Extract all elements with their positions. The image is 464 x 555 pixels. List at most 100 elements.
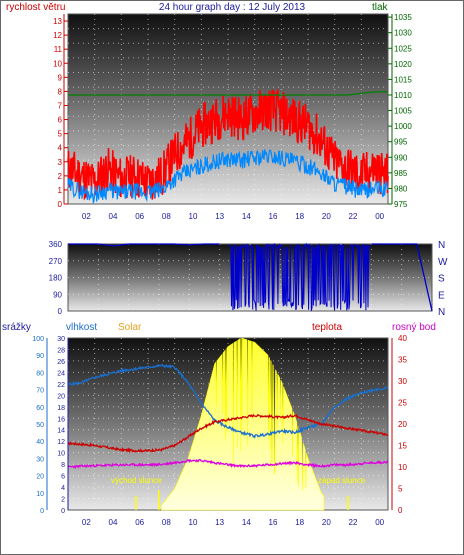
chart-title: 24 hour graph day : 12 July 2013 (159, 2, 306, 13)
x-axis-tick-label: 20 (322, 212, 331, 221)
direction-compass-label: E (438, 290, 445, 301)
x-axis-tick-label: 16 (269, 212, 278, 221)
temperature-axis-tick-label: 20 (398, 420, 407, 429)
pressure-axis-tick-label: 995 (394, 138, 408, 147)
sunrise-annotation: východ slunce (111, 476, 162, 485)
pressure-line (68, 91, 388, 96)
wind-average-line (67, 149, 389, 205)
x-axis-tick-label: 22 (349, 518, 358, 527)
wind-axis-tick-label: 4 (58, 144, 63, 153)
temperature-axis-tick-label: 15 (398, 442, 407, 451)
direction-compass-label: N (438, 307, 445, 318)
temperature-axis-tick-label: 5 (398, 485, 403, 494)
wind-axis-tick-label: 9 (58, 73, 63, 82)
pressure-axis-tick-label: 1035 (394, 13, 412, 22)
wind-axis-tick-label: 1 (58, 186, 63, 195)
humidity-axis-tick-label: 40 (36, 439, 44, 446)
temperature-axis-title: teplota (312, 322, 342, 333)
pressure-axis-tick-label: 1000 (394, 122, 412, 131)
x-axis-tick-label: 16 (269, 518, 278, 527)
temperature-line (68, 413, 389, 454)
direction-axis-tick-label: 270 (49, 257, 63, 266)
x-axis-tick-label: 04 (109, 212, 118, 221)
x-axis-tick-label: 22 (349, 212, 358, 221)
x-axis-tick-label: 10 (189, 212, 198, 221)
pressure-axis-tick-label: 1025 (394, 44, 412, 53)
x-axis-tick-label: 06 (135, 518, 144, 527)
pressure-axis-tick-label: 1020 (394, 60, 412, 69)
rain-axis-tick-label: 30 (57, 336, 65, 343)
direction-compass-label: N (438, 240, 445, 251)
humidity-axis-tick-label: 0 (40, 508, 44, 515)
x-axis-tick-label: 14 (242, 212, 251, 221)
pressure-axis-tick-label: 975 (394, 200, 408, 209)
x-axis-tick-label: 10 (189, 518, 198, 527)
wind-axis-title: rychlost větru (6, 2, 65, 13)
direction-line-variable (228, 242, 371, 311)
wind-axis-tick-label: 10 (53, 59, 62, 68)
humidity-axis-tick-label: 30 (36, 456, 44, 463)
rain-axis-title: srážky (2, 322, 31, 333)
pressure-axis-tick-label: 980 (394, 184, 408, 193)
x-axis-tick-label: 08 (162, 518, 171, 527)
direction-axis-tick-label: 180 (49, 274, 63, 283)
x-axis-tick-label: 18 (295, 212, 304, 221)
pressure-axis-tick-label: 985 (394, 169, 408, 178)
humidity-axis-tick-label: 80 (36, 370, 44, 377)
direction-line (371, 243, 433, 312)
rain-axis-tick-label: 8 (61, 462, 65, 469)
pressure-axis-tick-label: 1015 (394, 75, 412, 84)
wind-axis-tick-label: 12 (53, 31, 62, 40)
pressure-axis-tick-label: 1030 (394, 29, 412, 38)
x-axis-tick-label: 13 (215, 212, 224, 221)
rain-axis-tick-label: 10 (57, 451, 65, 458)
x-axis-tick-label: 06 (135, 212, 144, 221)
humidity-axis-tick-label: 10 (36, 491, 44, 498)
temperature-axis-tick-label: 40 (398, 334, 407, 343)
x-axis-tick-label: 02 (82, 518, 91, 527)
temperature-axis-tick-label: 10 (398, 463, 407, 472)
temperature-axis-tick-label: 0 (398, 506, 403, 515)
dewpoint-axis-title: rosný bod (392, 322, 436, 333)
rain-axis-tick-label: 6 (61, 474, 65, 481)
rain-axis-tick-label: 14 (57, 428, 65, 435)
humidity-axis-title: vlhkost (66, 322, 97, 333)
rain-axis-tick-label: 0 (61, 508, 65, 515)
rain-axis-tick-label: 22 (57, 382, 65, 389)
x-axis-tick-label: 08 (162, 212, 171, 221)
wind-axis-tick-label: 5 (58, 130, 63, 139)
rain-axis-tick-label: 12 (57, 439, 65, 446)
solar-area (161, 337, 325, 511)
wind-axis-tick-label: 8 (58, 87, 63, 96)
rain-axis-tick-label: 20 (57, 393, 65, 400)
temperature-axis-tick-label: 30 (398, 377, 407, 386)
x-axis-tick-label: 13 (215, 518, 224, 527)
rain-axis-tick-label: 18 (57, 405, 65, 412)
direction-compass-label: W (438, 257, 448, 268)
direction-line (68, 243, 220, 247)
x-axis-tick-label: 04 (109, 518, 118, 527)
rain-axis-tick-label: 26 (57, 359, 65, 366)
humidity-axis-tick-label: 90 (36, 353, 44, 360)
wind-axis-tick-label: 13 (53, 17, 62, 26)
wind-axis-tick-label: 2 (58, 172, 63, 181)
pressure-axis-tick-label: 1010 (394, 91, 412, 100)
direction-axis-tick-label: 0 (58, 307, 63, 316)
rain-axis-tick-label: 16 (57, 416, 65, 423)
pressure-axis-title: tlak (372, 2, 389, 13)
humidity-axis-tick-label: 50 (36, 422, 44, 429)
temperature-axis-tick-label: 35 (398, 356, 407, 365)
direction-compass-label: S (438, 274, 445, 285)
temperature-axis-tick-label: 25 (398, 399, 407, 408)
wind-axis-tick-label: 0 (58, 200, 63, 209)
x-axis-tick-label: 02 (82, 212, 91, 221)
wind-gust-line (67, 89, 389, 201)
humidity-axis-tick-label: 70 (36, 388, 44, 395)
wind-axis-tick-label: 6 (58, 116, 63, 125)
rain-axis-tick-label: 2 (61, 497, 65, 504)
solar-axis-title: Solar (118, 322, 142, 333)
pressure-axis-tick-label: 1005 (394, 107, 412, 116)
rain-axis-tick-label: 28 (57, 347, 65, 354)
x-axis-tick-label: 18 (295, 518, 304, 527)
